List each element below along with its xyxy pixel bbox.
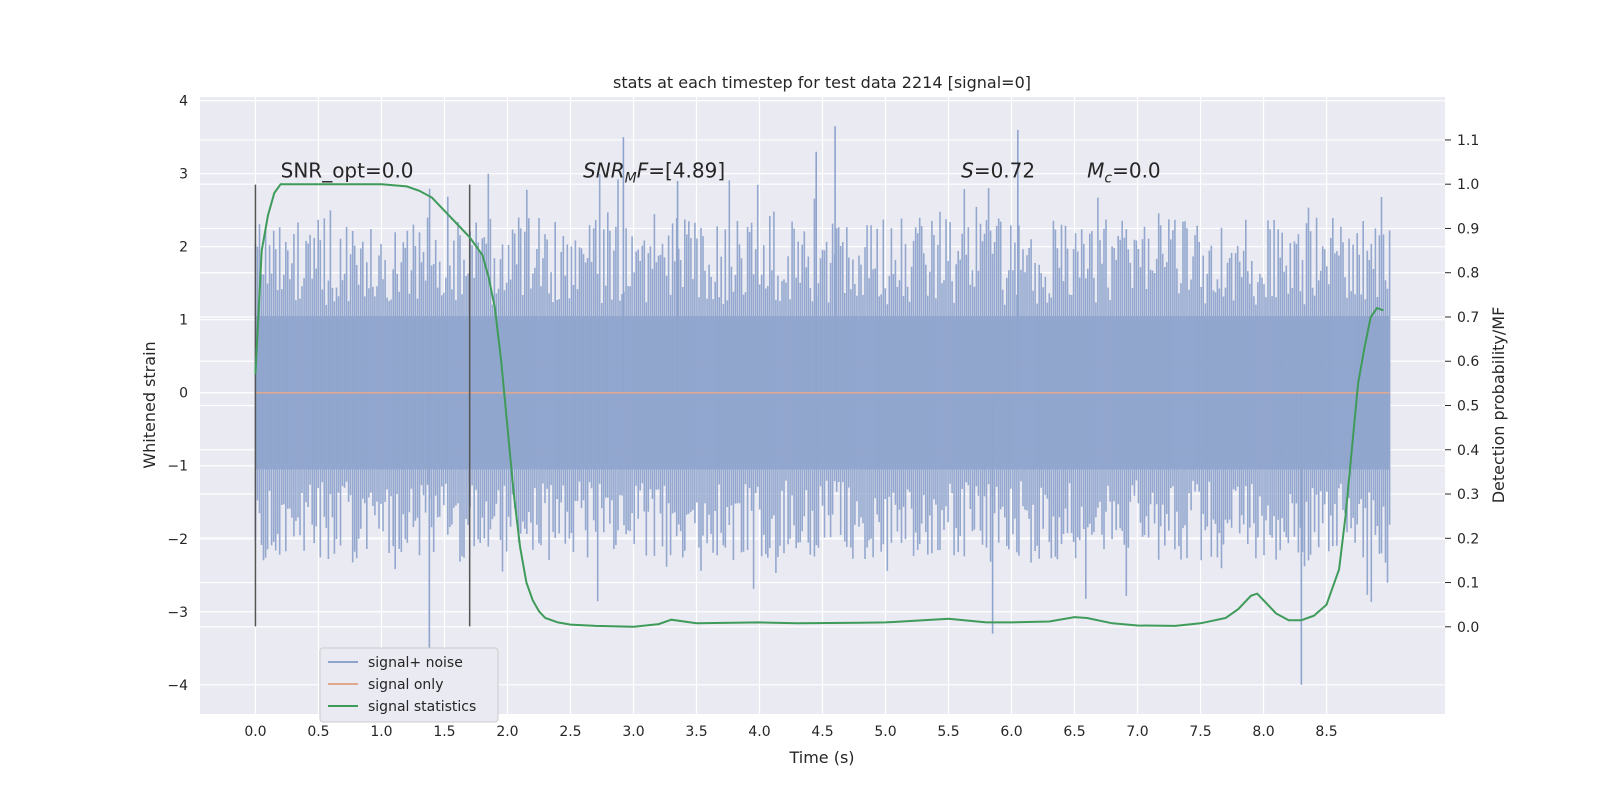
y-ticks: −4 −3 −2 −1 0 1 2 3 4 [167,94,188,694]
y-tick-label: 3 [179,167,188,183]
y-tick-label: 4 [179,94,188,110]
legend-label-signal-only: signal only [368,677,443,693]
y-tick-label: 0 [179,386,188,402]
y2-tick-label: 0.9 [1457,221,1479,237]
y2-tick-label: 0.8 [1457,266,1479,282]
x-ticks: 0.0 0.5 1.0 1.5 2.0 2.5 3.0 3.5 4.0 4.5 5.0 5.5 6.0 6… [244,724,1337,740]
x-tick-label: 8.0 [1252,724,1274,740]
x-tick-label: 6.5 [1063,724,1085,740]
legend: signal+ noise signal only signal statist… [319,647,499,723]
y-tick-label: −2 [167,532,188,548]
annotation-snr-opt: SNR_opt=0.0 [281,158,414,182]
x-tick-label: 4.5 [811,724,833,740]
y2-tick-label: 0.7 [1457,310,1479,326]
y-tick-label: −4 [167,678,188,694]
y-tick-label: −3 [167,605,188,621]
y-tick-label: 2 [179,240,188,256]
x-tick-label: 1.0 [370,724,392,740]
x-tick-label: 5.5 [937,724,959,740]
y2-ticks: 0.0 0.1 0.2 0.3 0.4 0.5 0.6 0.7 0.8 0.9 1.0 1.1 [1445,133,1479,636]
x-axis-label: Time (s) [788,748,854,767]
legend-label-noise: signal+ noise [368,655,463,671]
y2-tick-label: 0.0 [1457,620,1479,636]
y2-axis-label: Detection probability/MF [1489,307,1508,504]
annotations: SNR_opt=0.0 SNRMF=[4.89] S=0.72 Mc=0.0 [281,158,1161,186]
x-tick-label: 2.0 [496,724,518,740]
x-tick-label: 0.5 [307,724,329,740]
y2-tick-label: 1.0 [1457,177,1479,193]
y2-tick-label: 0.5 [1457,399,1479,415]
chart-title: stats at each timestep for test data 221… [613,73,1031,92]
y2-tick-label: 0.4 [1457,443,1479,459]
x-tick-label: 8.5 [1315,724,1337,740]
legend-box [319,647,499,723]
x-tick-label: 7.0 [1126,724,1148,740]
x-tick-label: 6.0 [1000,724,1022,740]
y2-tick-label: 0.1 [1457,576,1479,592]
x-tick-label: 5.0 [874,724,896,740]
x-tick-label: 2.5 [559,724,581,740]
x-tick-label: 3.0 [622,724,644,740]
x-tick-label: 3.5 [685,724,707,740]
y-tick-label: 1 [179,313,188,329]
y-tick-label: −1 [167,459,188,475]
signal-statistics-line [254,183,1384,628]
y2-tick-label: 0.3 [1457,487,1479,503]
annotation-s: S=0.72 [961,158,1035,182]
vertical-markers [254,184,471,627]
legend-label-statistics: signal statistics [368,699,476,715]
signal-statistics-series [254,183,1384,628]
x-tick-label: 7.5 [1189,724,1211,740]
x-tick-label: 1.5 [433,724,455,740]
y-axis-label: Whitened strain [140,341,159,468]
x-tick-label: 0.0 [244,724,266,740]
y2-tick-label: 0.2 [1457,531,1479,547]
y2-tick-label: 0.6 [1457,354,1479,370]
x-tick-label: 4.0 [748,724,770,740]
annotation-snr-mf: SNRMF=[4.89] [583,158,725,186]
y2-tick-label: 1.1 [1457,133,1479,149]
annotation-mc: Mc=0.0 [1087,158,1161,186]
